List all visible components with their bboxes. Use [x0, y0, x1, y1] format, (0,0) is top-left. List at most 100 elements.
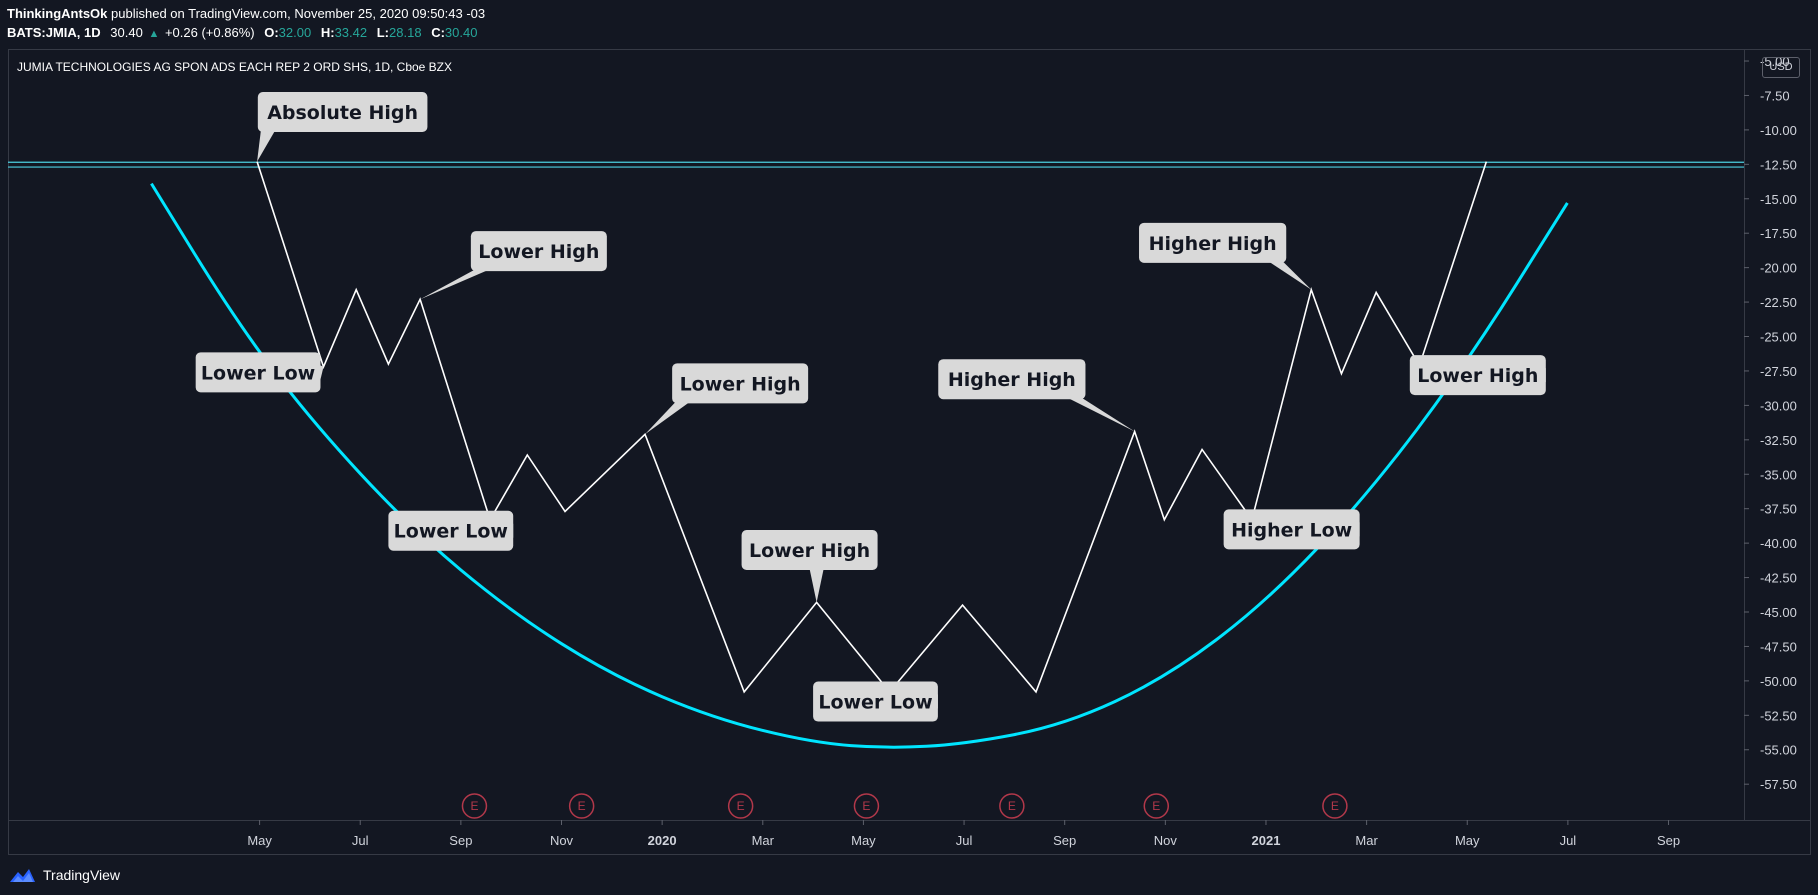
y-tick-label: -12.50 — [1760, 157, 1797, 172]
x-tick-label: Mar — [1355, 833, 1378, 848]
close-value: 30.40 — [444, 25, 478, 40]
high-label: H: — [320, 25, 335, 40]
callout-label: Lower High — [478, 241, 599, 263]
callout-pointer — [1068, 398, 1135, 432]
x-tick-label: 2020 — [648, 833, 677, 848]
callout-pointer — [645, 402, 690, 435]
callout-pointer — [257, 130, 275, 162]
earnings-event-icon — [1143, 793, 1170, 819]
y-tick-label: -10.00 — [1760, 123, 1797, 138]
y-tick-label: -50.00 — [1760, 674, 1797, 689]
y-tick-label: -57.50 — [1760, 777, 1797, 792]
callout-box — [741, 530, 878, 571]
y-tick-label: -55.00 — [1760, 743, 1797, 758]
publish-text: published on TradingView.com, November 2… — [111, 6, 486, 21]
callout-box — [813, 681, 938, 722]
x-tick-label: Nov — [1154, 833, 1178, 848]
time-axis[interactable] — [8, 820, 1811, 855]
x-tick-label: Jul — [956, 833, 973, 848]
x-tick-label: 2021 — [1252, 833, 1281, 848]
y-tick-label: -30.00 — [1760, 398, 1797, 413]
x-tick-label: Mar — [752, 833, 775, 848]
y-tick-label: -15.00 — [1760, 192, 1797, 207]
up-arrow-icon: ▲ — [148, 28, 160, 40]
callout-pointer — [320, 365, 324, 380]
y-tick-label: -22.50 — [1760, 295, 1797, 310]
earnings-event-icon — [999, 793, 1025, 819]
x-tick-label: Nov — [550, 833, 574, 848]
callout-box — [938, 359, 1086, 400]
x-tick-label: Sep — [1053, 833, 1076, 848]
last-price: 30.40 — [110, 25, 143, 40]
cup-curve — [150, 182, 1569, 749]
x-tick-label: May — [851, 833, 876, 848]
y-tick-label: -35.00 — [1760, 467, 1797, 482]
y-tick-label: -40.00 — [1760, 536, 1797, 551]
x-tick-label: Jul — [1560, 833, 1577, 848]
header-bar: ThinkingAntsOk published on TradingView.… — [0, 0, 1818, 48]
y-tick-label: -17.50 — [1760, 226, 1797, 241]
earnings-event-icon — [727, 793, 754, 819]
open-label: O: — [264, 25, 279, 40]
low-label: L: — [376, 25, 390, 40]
callout-label: Lower High — [680, 373, 801, 395]
price-axis[interactable] — [1744, 49, 1811, 821]
callout-label: Lower Low — [201, 362, 315, 384]
price-line — [256, 161, 1488, 694]
earnings-event-label: E — [1008, 799, 1016, 813]
y-tick-label: -7.50 — [1760, 88, 1790, 103]
callout-label: Higher Low — [1231, 519, 1352, 541]
y-tick-label: -42.50 — [1760, 571, 1797, 586]
callout-box — [470, 231, 607, 272]
cloud-logo-icon — [10, 869, 35, 882]
earnings-event-label: E — [737, 799, 745, 813]
currency-button[interactable]: USD — [1762, 57, 1800, 78]
callout-pointer — [420, 270, 488, 300]
earnings-event-label: E — [578, 799, 586, 813]
chart-pane[interactable] — [8, 49, 1745, 821]
callout-box — [1139, 222, 1287, 263]
earnings-event-icon — [461, 793, 488, 819]
tradingview-logo[interactable]: TradingView — [7, 864, 120, 886]
callout-label: Absolute High — [267, 102, 418, 124]
y-tick-label: -45.00 — [1760, 605, 1797, 620]
ohlc-line: BATS:JMIA, 1D 30.40 ▲ +0.26 (+0.86%) O:3… — [7, 25, 477, 40]
earnings-event-label: E — [470, 799, 478, 813]
high-value: 33.42 — [334, 25, 368, 40]
y-tick-label: -47.50 — [1760, 639, 1797, 654]
x-tick-label: Sep — [449, 833, 472, 848]
callout-box — [257, 91, 428, 132]
earnings-event-label: E — [1331, 799, 1339, 813]
y-tick-label: -25.00 — [1760, 330, 1797, 345]
x-tick-label: Sep — [1657, 833, 1680, 848]
low-value: 28.18 — [389, 25, 422, 40]
close-label: C: — [431, 25, 445, 40]
callout-label: Higher High — [948, 369, 1076, 391]
callout-pointer — [1269, 261, 1312, 290]
callout-label: Lower High — [1417, 365, 1538, 387]
symbol-line: BATS:JMIA, 1D — [7, 25, 101, 40]
earnings-event-icon — [853, 793, 880, 819]
callout-label: Higher High — [1149, 233, 1277, 255]
author-name[interactable]: ThinkingAntsOk — [7, 6, 108, 21]
y-tick-label: -37.50 — [1760, 502, 1797, 517]
x-tick-label: Jul — [352, 833, 369, 848]
y-tick-label: -20.00 — [1760, 261, 1797, 276]
y-tick-label: -27.50 — [1760, 364, 1797, 379]
earnings-event-label: E — [862, 799, 870, 813]
callout-label: Lower High — [749, 540, 870, 562]
callout-box — [672, 363, 809, 404]
callout-box — [195, 352, 321, 393]
callout-label: Lower Low — [818, 692, 932, 714]
callout-box — [1409, 355, 1546, 396]
x-tick-label: May — [247, 833, 272, 848]
publish-info: ThinkingAntsOk published on TradingView.… — [7, 6, 485, 21]
callout-box — [1223, 509, 1360, 550]
callout-pointer — [809, 569, 824, 603]
callout-label: Lower Low — [394, 521, 508, 543]
brand-name: TradingView — [43, 867, 121, 883]
y-tick-label: -32.50 — [1760, 433, 1797, 448]
earnings-event-label: E — [1152, 799, 1160, 813]
open-value: 32.00 — [278, 25, 312, 40]
